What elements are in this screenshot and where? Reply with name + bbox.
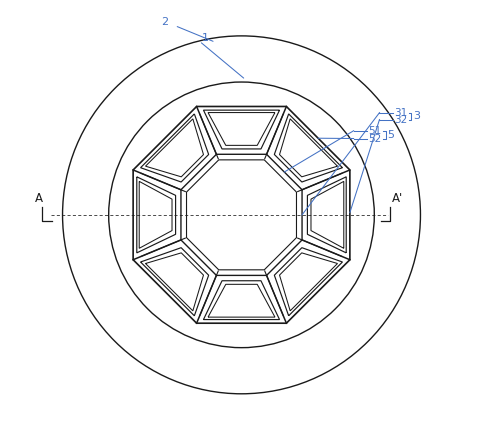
Text: 1: 1 [202,33,209,43]
Text: 31: 31 [395,108,408,118]
Text: A: A [35,192,43,205]
Text: A': A' [392,192,403,205]
Text: 32: 32 [395,115,408,125]
Text: 5: 5 [387,130,394,140]
Text: 51: 51 [368,126,381,136]
Text: 52: 52 [368,134,381,144]
Text: 2: 2 [161,17,168,27]
Text: 3: 3 [413,111,420,121]
